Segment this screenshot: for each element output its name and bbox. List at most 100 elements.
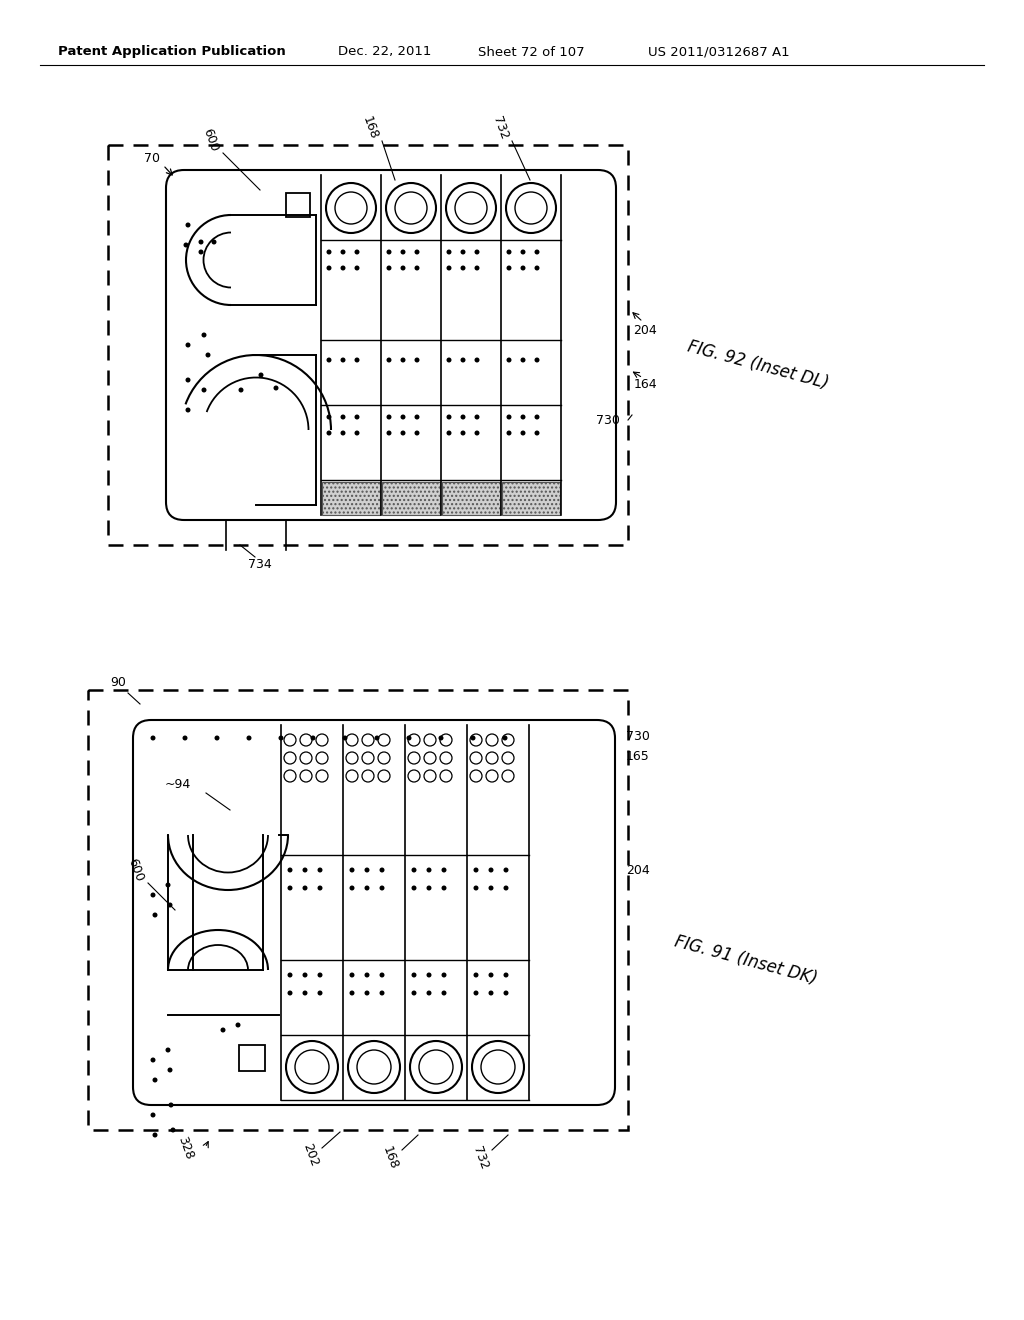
Circle shape	[199, 249, 204, 255]
Circle shape	[302, 867, 307, 873]
Circle shape	[185, 342, 190, 347]
Circle shape	[400, 414, 406, 420]
Circle shape	[341, 358, 345, 363]
Circle shape	[507, 249, 512, 255]
Circle shape	[486, 752, 498, 764]
Circle shape	[166, 1048, 171, 1052]
Circle shape	[168, 903, 172, 908]
Bar	[382, 482, 440, 515]
Circle shape	[415, 249, 420, 255]
Circle shape	[354, 265, 359, 271]
Circle shape	[427, 990, 431, 995]
Bar	[108, 145, 628, 545]
Circle shape	[236, 1023, 241, 1027]
Circle shape	[441, 867, 446, 873]
Circle shape	[441, 886, 446, 891]
Circle shape	[153, 912, 158, 917]
Circle shape	[446, 249, 452, 255]
Circle shape	[440, 770, 452, 781]
Circle shape	[504, 867, 509, 873]
Circle shape	[400, 249, 406, 255]
Circle shape	[400, 430, 406, 436]
Circle shape	[520, 358, 525, 363]
Bar	[502, 482, 560, 515]
Circle shape	[288, 886, 293, 891]
Circle shape	[535, 414, 540, 420]
Circle shape	[386, 265, 391, 271]
Circle shape	[446, 414, 452, 420]
Circle shape	[473, 990, 478, 995]
Circle shape	[151, 1113, 156, 1118]
Circle shape	[335, 191, 367, 224]
Circle shape	[300, 770, 312, 781]
Circle shape	[461, 265, 466, 271]
Text: 204: 204	[626, 863, 650, 876]
Circle shape	[441, 990, 446, 995]
Circle shape	[354, 358, 359, 363]
Circle shape	[474, 265, 479, 271]
Circle shape	[424, 770, 436, 781]
Circle shape	[199, 239, 204, 244]
Circle shape	[535, 249, 540, 255]
Circle shape	[357, 1049, 391, 1084]
Circle shape	[386, 414, 391, 420]
Circle shape	[378, 770, 390, 781]
Text: 328: 328	[175, 1135, 196, 1162]
Circle shape	[515, 191, 547, 224]
Circle shape	[327, 249, 332, 255]
Circle shape	[151, 892, 156, 898]
Circle shape	[520, 430, 525, 436]
Circle shape	[415, 430, 420, 436]
Circle shape	[486, 734, 498, 746]
Text: FIG. 92 (Inset DL): FIG. 92 (Inset DL)	[685, 338, 830, 392]
Circle shape	[470, 752, 482, 764]
Circle shape	[386, 358, 391, 363]
Circle shape	[461, 249, 466, 255]
Circle shape	[473, 973, 478, 978]
Circle shape	[341, 249, 345, 255]
Text: 204: 204	[633, 323, 656, 337]
Text: ~94: ~94	[165, 779, 191, 792]
Circle shape	[327, 265, 332, 271]
Text: US 2011/0312687 A1: US 2011/0312687 A1	[648, 45, 790, 58]
Circle shape	[507, 430, 512, 436]
Text: 164: 164	[633, 379, 656, 392]
Circle shape	[302, 973, 307, 978]
Circle shape	[375, 735, 380, 741]
Circle shape	[349, 990, 354, 995]
Circle shape	[461, 414, 466, 420]
Circle shape	[362, 752, 374, 764]
Circle shape	[247, 735, 252, 741]
Text: 90: 90	[110, 676, 126, 689]
Circle shape	[415, 358, 420, 363]
Circle shape	[535, 265, 540, 271]
Circle shape	[455, 191, 487, 224]
Circle shape	[362, 770, 374, 781]
Circle shape	[310, 735, 315, 741]
Text: Sheet 72 of 107: Sheet 72 of 107	[478, 45, 585, 58]
Circle shape	[380, 973, 384, 978]
Circle shape	[378, 752, 390, 764]
Circle shape	[342, 735, 347, 741]
Circle shape	[284, 752, 296, 764]
Circle shape	[415, 265, 420, 271]
Circle shape	[317, 990, 323, 995]
Circle shape	[153, 1133, 158, 1138]
Circle shape	[504, 886, 509, 891]
Circle shape	[400, 358, 406, 363]
Text: 600: 600	[200, 127, 220, 153]
Circle shape	[365, 973, 370, 978]
Text: 168: 168	[380, 1144, 400, 1171]
Circle shape	[470, 770, 482, 781]
Circle shape	[412, 886, 417, 891]
Circle shape	[461, 430, 466, 436]
Circle shape	[185, 408, 190, 412]
Circle shape	[185, 378, 190, 383]
Circle shape	[326, 183, 376, 234]
Circle shape	[273, 385, 279, 391]
Circle shape	[400, 265, 406, 271]
Circle shape	[446, 430, 452, 436]
Circle shape	[408, 752, 420, 764]
Circle shape	[151, 735, 156, 741]
Circle shape	[520, 414, 525, 420]
